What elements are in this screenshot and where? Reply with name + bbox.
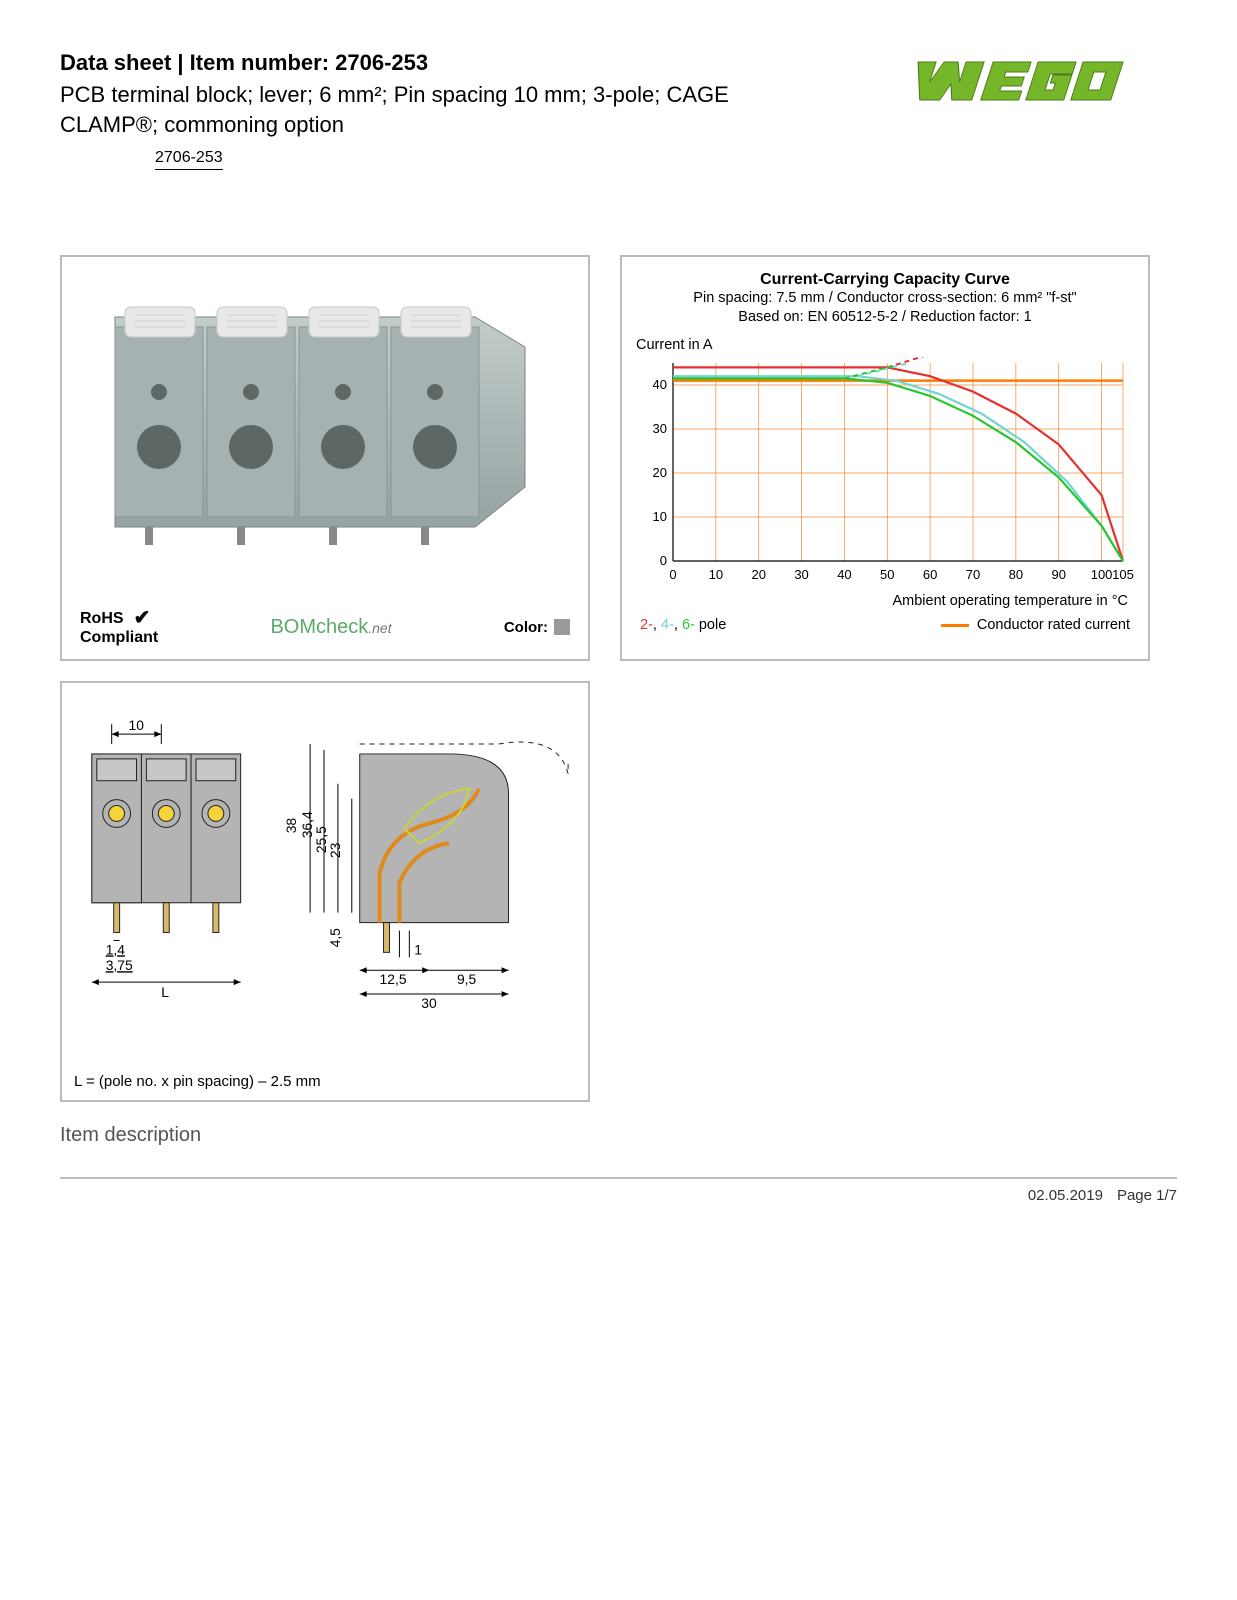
item-description-heading: Item description [60,1124,1177,1147]
chart-subtitle-line2: Based on: EN 60512-5-2 / Reduction facto… [738,309,1031,325]
legend-rated-label: Conductor rated current [977,617,1130,633]
chart-subtitle-line1: Pin spacing: 7.5 mm / Conductor cross-se… [693,290,1076,306]
dim-back: 9,5 [457,971,477,987]
svg-text:30: 30 [653,421,667,436]
legend-line-icon [941,624,969,627]
svg-text:70: 70 [966,567,980,582]
svg-text:0: 0 [669,567,676,582]
bomcheck-text: BOMcheck [270,616,368,638]
svg-text:40: 40 [837,567,851,582]
product-image [72,267,578,597]
title-separator: | [171,50,189,75]
svg-text:20: 20 [653,465,667,480]
chart-ylabel: Current in A [636,337,1138,353]
color-swatch [554,619,570,635]
dim-pin-spacing: 10 [129,717,145,733]
svg-text:90: 90 [1051,567,1065,582]
svg-text:50: 50 [880,567,894,582]
product-subtitle: PCB terminal block; lever; 6 mm²; Pin sp… [60,80,760,139]
dim-pin-width: 1,4 [106,941,126,957]
footer-page: Page 1/7 [1117,1187,1177,1204]
svg-text:10: 10 [653,509,667,524]
svg-text:0: 0 [660,553,667,568]
dim-lead-w: 1 [414,941,422,957]
svg-text:30: 30 [794,567,808,582]
svg-text:20: 20 [751,567,765,582]
svg-text:10: 10 [709,567,723,582]
product-image-panel: RoHS ✔ Compliant BOMcheck.net Color: [60,255,590,661]
chart-legend-rated: Conductor rated current [941,617,1130,633]
bomcheck-logo: BOMcheck.net [270,616,391,639]
length-formula: L = (pole no. x pin spacing) – 2.5 mm [72,1073,578,1090]
dim-h38: 38 [283,818,299,834]
svg-text:40: 40 [653,377,667,392]
dim-pin-offset: 3,75 [106,957,133,973]
color-indicator: Color: [504,619,570,636]
dim-length-L: L [161,984,169,1000]
svg-text:105: 105 [1112,567,1134,582]
bomcheck-suffix: .net [368,620,391,636]
datasheet-title-line: Data sheet | Item number: 2706-253 [60,50,877,76]
svg-text:100: 100 [1091,567,1113,582]
dim-pin-depth: 4,5 [327,928,343,948]
svg-text:80: 80 [1009,567,1023,582]
technical-drawing-panel: 10 1,4 [60,681,590,1102]
chart-xlabel: Ambient operating temperature in °C [632,593,1138,609]
compliant-label: Compliant [80,629,158,647]
color-label-text: Color: [504,619,548,636]
rohs-label: RoHS [80,610,124,628]
capacity-chart: 0 10 20 30 40 50 60 70 80 90 100105 0 10 20 30 40 [635,357,1135,587]
checkmark-icon: ✔ [134,607,151,629]
technical-drawing: 10 1,4 [72,693,578,1053]
rohs-compliant-badge: RoHS ✔ Compliant [80,607,158,647]
item-number-link[interactable]: 2706-253 [155,149,223,170]
dim-total: 30 [421,995,437,1011]
item-number-label: Item number: [190,50,335,75]
dim-front: 12,5 [380,971,407,987]
chart-title: Current-Carrying Capacity Curve [632,271,1138,289]
legend-pole-suffix: pole [695,617,726,633]
svg-text:60: 60 [923,567,937,582]
item-number: 2706-253 [335,50,428,75]
footer-date: 02.05.2019 [1028,1187,1103,1204]
dim-h23: 23 [327,842,343,858]
chart-legend-poles: 2-, 4-, 6- pole [640,617,726,633]
chart-subtitle: Pin spacing: 7.5 mm / Conductor cross-se… [632,289,1138,327]
wago-logo [877,50,1177,110]
capacity-chart-panel: Current-Carrying Capacity Curve Pin spac… [620,255,1150,661]
datasheet-label: Data sheet [60,50,171,75]
header-text-block: Data sheet | Item number: 2706-253 PCB t… [60,50,877,170]
page-footer: 02.05.2019 Page 1/7 [60,1179,1177,1204]
